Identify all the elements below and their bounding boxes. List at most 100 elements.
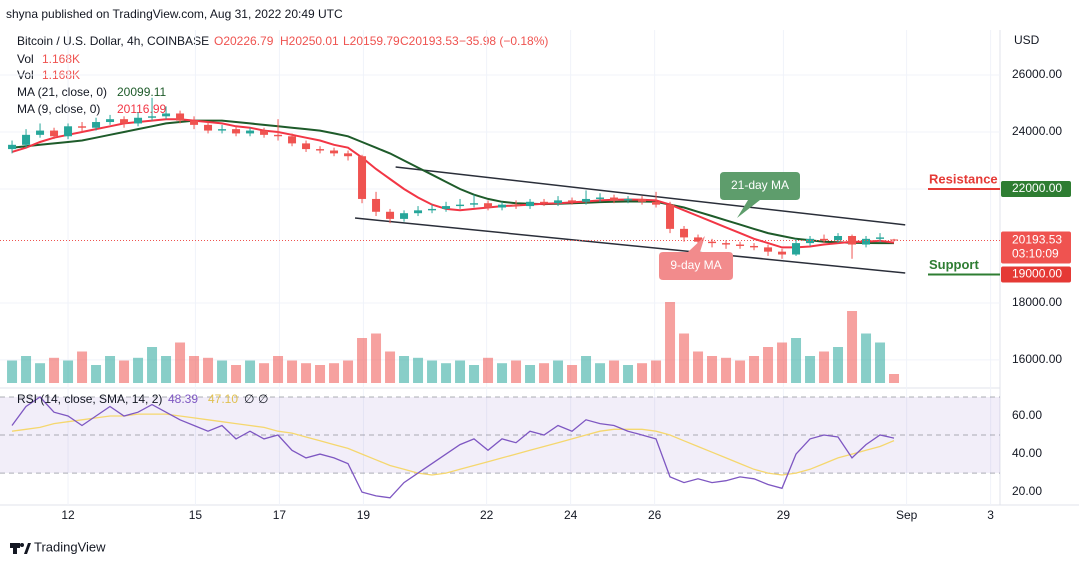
volume-bar [721, 357, 732, 383]
volume-bar [567, 365, 578, 383]
candle-body [806, 238, 815, 244]
vol-label: Vol [17, 52, 34, 66]
candle-body [792, 243, 801, 255]
x-tick-label: 15 [189, 508, 203, 522]
candle-body [470, 203, 479, 205]
ohlc-change: −35.98 (−0.18%) [459, 34, 548, 48]
trend-channel [354, 217, 906, 274]
x-tick-label: 24 [564, 508, 578, 522]
rsi-extra: ∅ [244, 392, 254, 406]
candle-body [820, 238, 829, 241]
volume-bar [77, 351, 88, 383]
ma9-value: 20116.99 [117, 102, 166, 116]
candle-body [134, 117, 143, 124]
candle-body [526, 201, 535, 207]
x-tick-label: 17 [273, 508, 287, 522]
x-tick-label: 22 [480, 508, 494, 522]
candle-body [358, 156, 367, 199]
candle-body [512, 204, 521, 207]
volume-bar [329, 363, 340, 383]
candle-body [596, 197, 605, 199]
volume-bar [595, 363, 606, 383]
rsi-tick-label: 20.00 [1012, 484, 1042, 498]
volume-bar [175, 342, 186, 383]
level-pill [1001, 180, 1071, 197]
candle-body [834, 235, 843, 241]
vol-value: 1.168K [42, 52, 80, 66]
volume-bar [763, 347, 774, 383]
volume-bar [637, 363, 648, 383]
trend-channel [395, 166, 906, 226]
candle-body [106, 119, 115, 123]
candle-body [414, 210, 423, 214]
level-label: Support [929, 257, 979, 272]
volume-bar [133, 357, 144, 383]
volume-bar [427, 360, 438, 383]
candle-body [666, 204, 675, 229]
volume-bar [259, 363, 270, 383]
candle-body [386, 211, 395, 219]
ma21-label: MA (21, close, 0) [17, 85, 107, 99]
volume-bar [343, 360, 354, 383]
volume-bar [707, 356, 718, 383]
volume-bar [21, 356, 32, 383]
y-tick-label: 24000.00 [1012, 124, 1062, 138]
candle-body [148, 116, 157, 118]
volume-bar [469, 365, 480, 383]
candle-body [750, 245, 759, 248]
footer-brand: TradingView [34, 539, 106, 554]
volume-bar [847, 311, 858, 383]
volume-bar [203, 357, 214, 383]
volume-bar [119, 360, 130, 383]
volume-bar [245, 360, 256, 383]
volume-bar [553, 360, 564, 383]
ohlc-high: H20250.01 [280, 34, 339, 48]
candle-body [582, 198, 591, 202]
candle-body [694, 237, 703, 242]
volume-bar [651, 360, 662, 383]
volume-bar [791, 338, 802, 383]
candle-body [456, 204, 465, 207]
volume-bar [7, 360, 18, 383]
volume-bar [441, 363, 452, 383]
candle-body [708, 241, 717, 244]
volume-bar [371, 333, 382, 383]
candle-body [862, 238, 871, 245]
rsi-tick-label: 60.00 [1012, 408, 1042, 422]
level-pill [1001, 266, 1071, 283]
candle-body [498, 204, 507, 208]
volume-bar [861, 333, 872, 383]
volume-bar [539, 363, 550, 383]
volume-bar [63, 360, 74, 383]
volume-bar [735, 360, 746, 383]
x-tick-label: 12 [61, 508, 75, 522]
last-price-label: 20193.53 [1012, 233, 1062, 247]
candle-body [442, 206, 451, 209]
level-value-label: 19000.00 [1012, 267, 1062, 281]
candle-body [736, 244, 745, 246]
candle-body [246, 130, 255, 134]
volume-bar [105, 356, 116, 383]
volume-bar [315, 365, 326, 383]
x-tick-label: 29 [777, 508, 791, 522]
symbol: Bitcoin / U.S. Dollar, 4h, COINBASE [17, 34, 209, 48]
candle-body [638, 198, 647, 202]
y-tick-label: 18000.00 [1012, 295, 1062, 309]
volume-bar [35, 363, 46, 383]
volume-bar [301, 363, 312, 383]
volume-bar [273, 356, 284, 383]
rsi-line [11, 413, 895, 476]
callout-text: 9-day MA [670, 258, 721, 272]
candle-body [218, 129, 227, 131]
volume-bar [819, 351, 830, 383]
rsi-line [11, 396, 895, 499]
candle-body [344, 153, 353, 157]
volume-bar [693, 351, 704, 383]
candle-body [624, 198, 633, 201]
volume-bar [581, 356, 592, 383]
tv-logo [10, 543, 31, 554]
volume-bar [217, 360, 228, 383]
candle-body [78, 126, 87, 128]
